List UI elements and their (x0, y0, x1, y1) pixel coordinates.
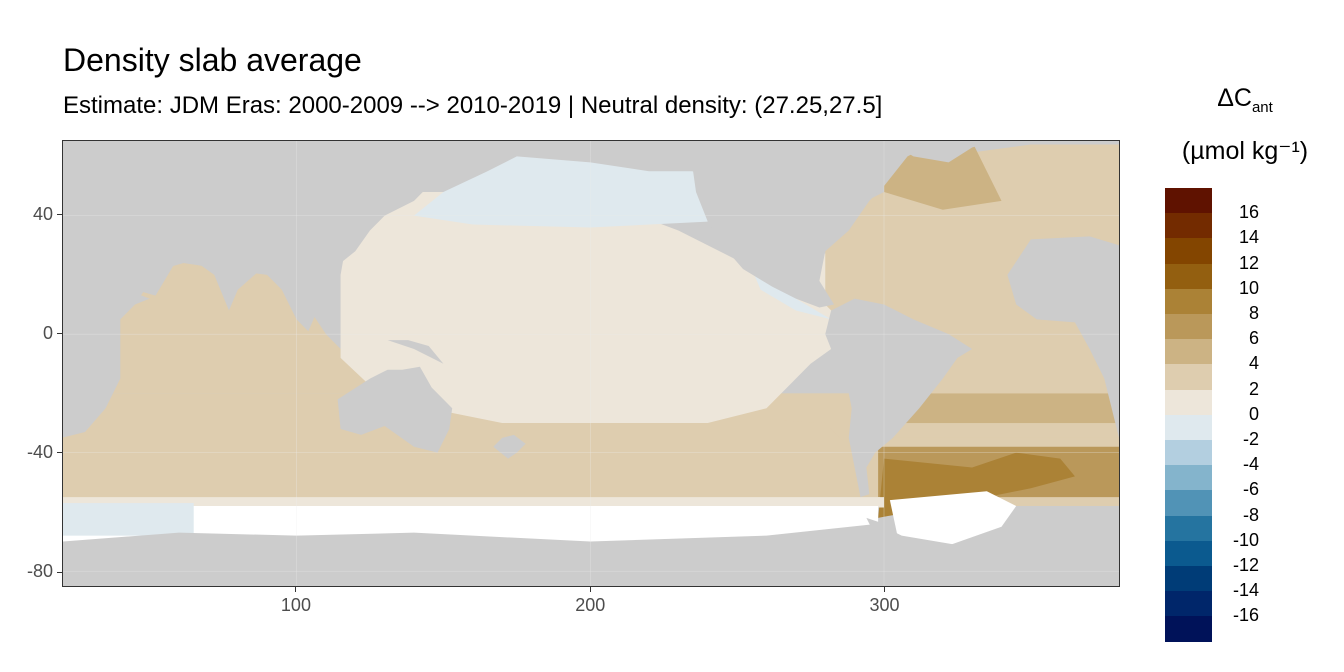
legend-label: 6 (1248, 328, 1259, 349)
legend-label: -14 (1232, 580, 1259, 601)
x-tick-label: 300 (869, 595, 900, 615)
x-tick-label: 200 (575, 595, 606, 615)
southern-light-band (63, 497, 885, 508)
legend-label: -10 (1232, 529, 1259, 550)
legend-title-main: ΔC (1217, 84, 1252, 112)
north-pacific (414, 156, 708, 228)
y-tick-mark (57, 333, 62, 335)
legend-unit: (µmol kg⁻¹) (1181, 137, 1309, 165)
north-america (590, 141, 939, 308)
legend-color-bin (1165, 238, 1212, 265)
y-tick-label: -40 (26, 441, 53, 462)
legend-color-bin (1165, 288, 1212, 315)
legend-color-bin (1165, 188, 1212, 214)
legend-label: -12 (1232, 555, 1259, 575)
legend-color-bin (1165, 616, 1212, 643)
south-light-blue-patch (63, 503, 194, 536)
x-tick-label: 100 (280, 595, 311, 615)
legend-color-bin (1165, 213, 1212, 239)
legend-label: 14 (1238, 227, 1259, 248)
y-tick-label: 40 (32, 203, 53, 224)
legend-label: -6 (1242, 479, 1259, 500)
map-svg (63, 141, 1119, 586)
legend-color-bin (1165, 364, 1212, 391)
legend-label: -2 (1242, 429, 1259, 449)
africa-west (1007, 236, 1119, 438)
y-tick-mark (57, 571, 62, 573)
antarctic-peninsula (866, 517, 899, 542)
legend-color-bin (1165, 566, 1212, 592)
antarctica (63, 523, 1119, 586)
x-tick-mark (589, 587, 591, 592)
legend-label: 8 (1248, 303, 1259, 323)
legend-label: 2 (1248, 378, 1259, 399)
legend-color-bin (1165, 490, 1212, 517)
greenland (887, 141, 994, 163)
weddell-na (889, 491, 1017, 548)
legend-color-bin (1165, 339, 1212, 365)
eurasia (63, 141, 524, 332)
legend-title-sub: ant (1251, 99, 1273, 116)
legend-color-bin (1165, 440, 1212, 466)
new-guinea (387, 340, 444, 364)
legend-label: 16 (1238, 202, 1259, 223)
gridlines (63, 141, 1119, 586)
map-panel (62, 140, 1120, 587)
legend-color-bin (1165, 540, 1212, 567)
legend-color-bin (1165, 414, 1212, 441)
legend-color-bin (1165, 515, 1212, 542)
legend-color-bin (1165, 314, 1212, 340)
y-tick-mark (57, 214, 62, 215)
legend-label: -16 (1232, 605, 1259, 626)
africa-east (63, 245, 150, 438)
x-tick-mark (884, 587, 886, 592)
legend-label: -8 (1242, 504, 1259, 525)
legend-title: ΔCant (1160, 84, 1330, 116)
y-tick-mark (57, 452, 62, 454)
plot-subtitle: Estimate: JDM Eras: 2000-2009 --> 2010-2… (63, 92, 883, 119)
legend-label: -4 (1242, 454, 1259, 475)
pacific-tropical (340, 191, 855, 424)
x-tick-mark (295, 587, 297, 592)
legend-label: 4 (1248, 353, 1259, 374)
legend-color-bin (1165, 591, 1212, 617)
legend-color-bin (1165, 389, 1212, 416)
subpolar-atlantic (884, 141, 1002, 210)
south-america (825, 298, 973, 498)
legend-color-bin (1165, 263, 1212, 290)
australia (337, 366, 453, 453)
legend-color-bin (1165, 465, 1212, 491)
legend-label: 0 (1248, 403, 1259, 424)
y-tick-label: 0 (42, 322, 53, 343)
plot-title: Density slab average (63, 42, 362, 78)
legend-label: 10 (1238, 277, 1259, 298)
legend-label: 12 (1238, 252, 1259, 273)
y-tick-label: -80 (26, 561, 53, 582)
